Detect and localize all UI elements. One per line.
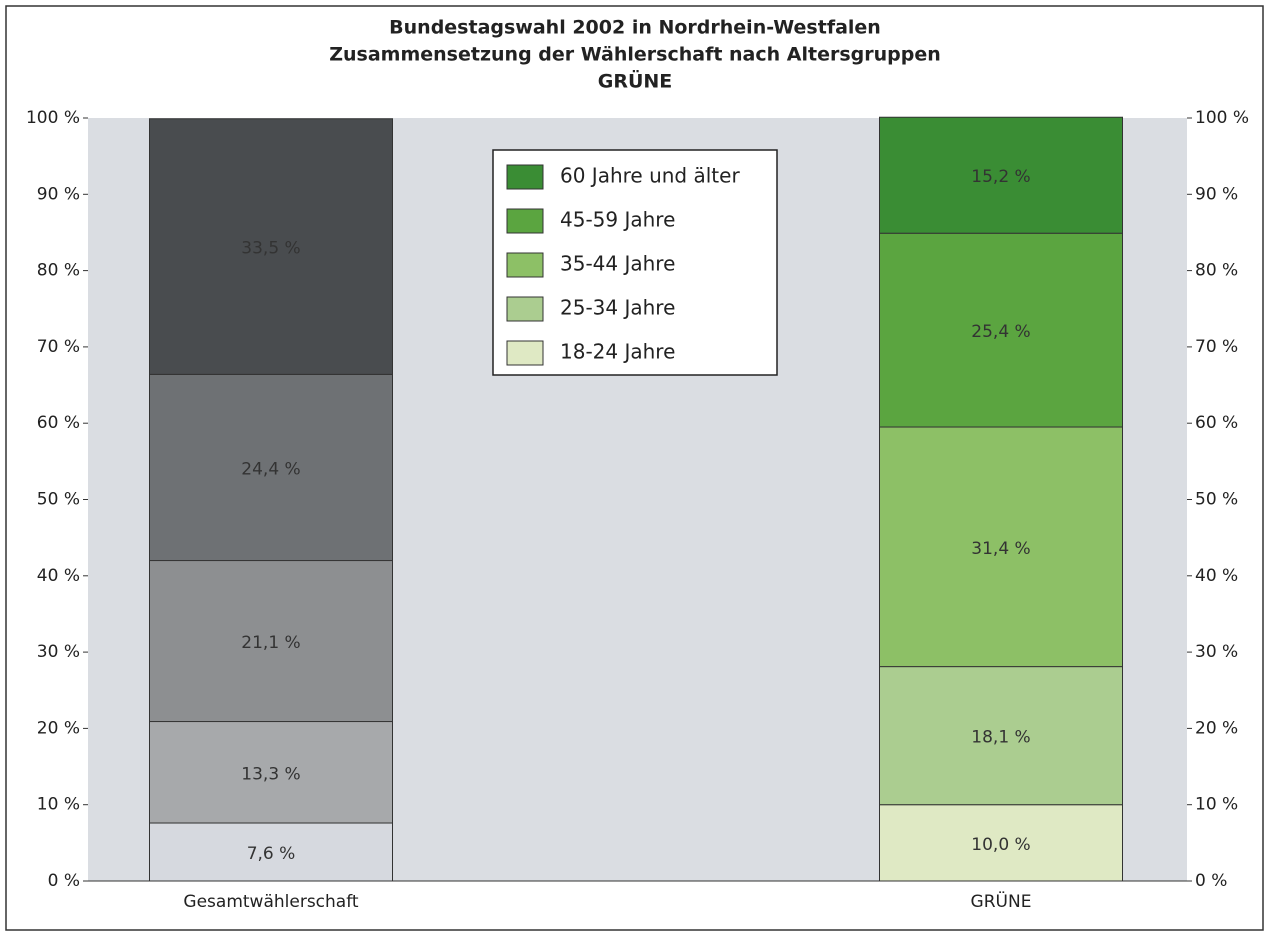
y2-tick-label: 20 % xyxy=(1195,718,1238,738)
y-tick-label: 60 % xyxy=(37,413,80,433)
legend-label: 25-34 Jahre xyxy=(560,296,675,320)
value-label: 18,1 % xyxy=(971,728,1030,748)
value-label: 33,5 % xyxy=(241,239,300,259)
y-tick-label: 70 % xyxy=(37,337,80,357)
y2-tick-label: 70 % xyxy=(1195,337,1238,357)
y2-tick-label: 80 % xyxy=(1195,261,1238,281)
y2-tick-label: 30 % xyxy=(1195,642,1238,662)
bar-segment xyxy=(149,560,393,723)
y-tick-label: 0 % xyxy=(48,871,80,891)
y-tick-label: 90 % xyxy=(37,184,80,204)
legend-swatch xyxy=(506,164,544,190)
chart-subtitle: Zusammensetzung der Wählerschaft nach Al… xyxy=(329,44,941,66)
chart-subtitle: GRÜNE xyxy=(598,69,673,93)
value-label: 25,4 % xyxy=(971,322,1030,342)
y2-tick-label: 60 % xyxy=(1195,413,1238,433)
y-tick-label: 30 % xyxy=(37,642,80,662)
value-label: 10,0 % xyxy=(971,835,1030,855)
y2-tick-label: 10 % xyxy=(1195,795,1238,815)
value-label: 24,4 % xyxy=(241,459,300,479)
legend-label: 18-24 Jahre xyxy=(560,340,675,364)
legend-swatch xyxy=(506,296,544,322)
x-tick-label: Gesamtwählerschaft xyxy=(183,892,358,912)
y2-tick-label: 0 % xyxy=(1195,871,1227,891)
bar-segment xyxy=(879,232,1123,428)
y-tick-label: 100 % xyxy=(26,108,80,128)
bar-segment xyxy=(149,118,393,375)
y2-tick-label: 100 % xyxy=(1195,108,1249,128)
chart-title: Bundestagswahl 2002 in Nordrhein-Westfal… xyxy=(389,17,881,39)
legend-swatch xyxy=(506,340,544,366)
legend-swatch xyxy=(506,252,544,278)
legend-label: 35-44 Jahre xyxy=(560,252,675,276)
value-label: 7,6 % xyxy=(247,844,296,864)
bar-segment xyxy=(149,721,393,824)
value-label: 15,2 % xyxy=(971,167,1030,187)
bar-segment xyxy=(879,116,1123,234)
y2-tick-label: 40 % xyxy=(1195,566,1238,586)
y2-tick-label: 90 % xyxy=(1195,184,1238,204)
y-tick-label: 50 % xyxy=(37,490,80,510)
bar-segment xyxy=(149,822,393,882)
x-tick-label: GRÜNE xyxy=(971,890,1032,912)
legend-label: 45-59 Jahre xyxy=(560,208,675,232)
value-label: 21,1 % xyxy=(241,633,300,653)
legend-label: 60 Jahre und älter xyxy=(560,164,740,188)
bar-segment xyxy=(879,804,1123,882)
y2-tick-label: 50 % xyxy=(1195,490,1238,510)
y-tick-label: 10 % xyxy=(37,795,80,815)
y-tick-label: 20 % xyxy=(37,718,80,738)
bar-segment xyxy=(879,426,1123,668)
y-tick-label: 80 % xyxy=(37,261,80,281)
value-label: 31,4 % xyxy=(971,539,1030,559)
bar-segment xyxy=(149,373,393,562)
y-tick-label: 40 % xyxy=(37,566,80,586)
value-label: 13,3 % xyxy=(241,764,300,784)
legend-swatch xyxy=(506,208,544,234)
